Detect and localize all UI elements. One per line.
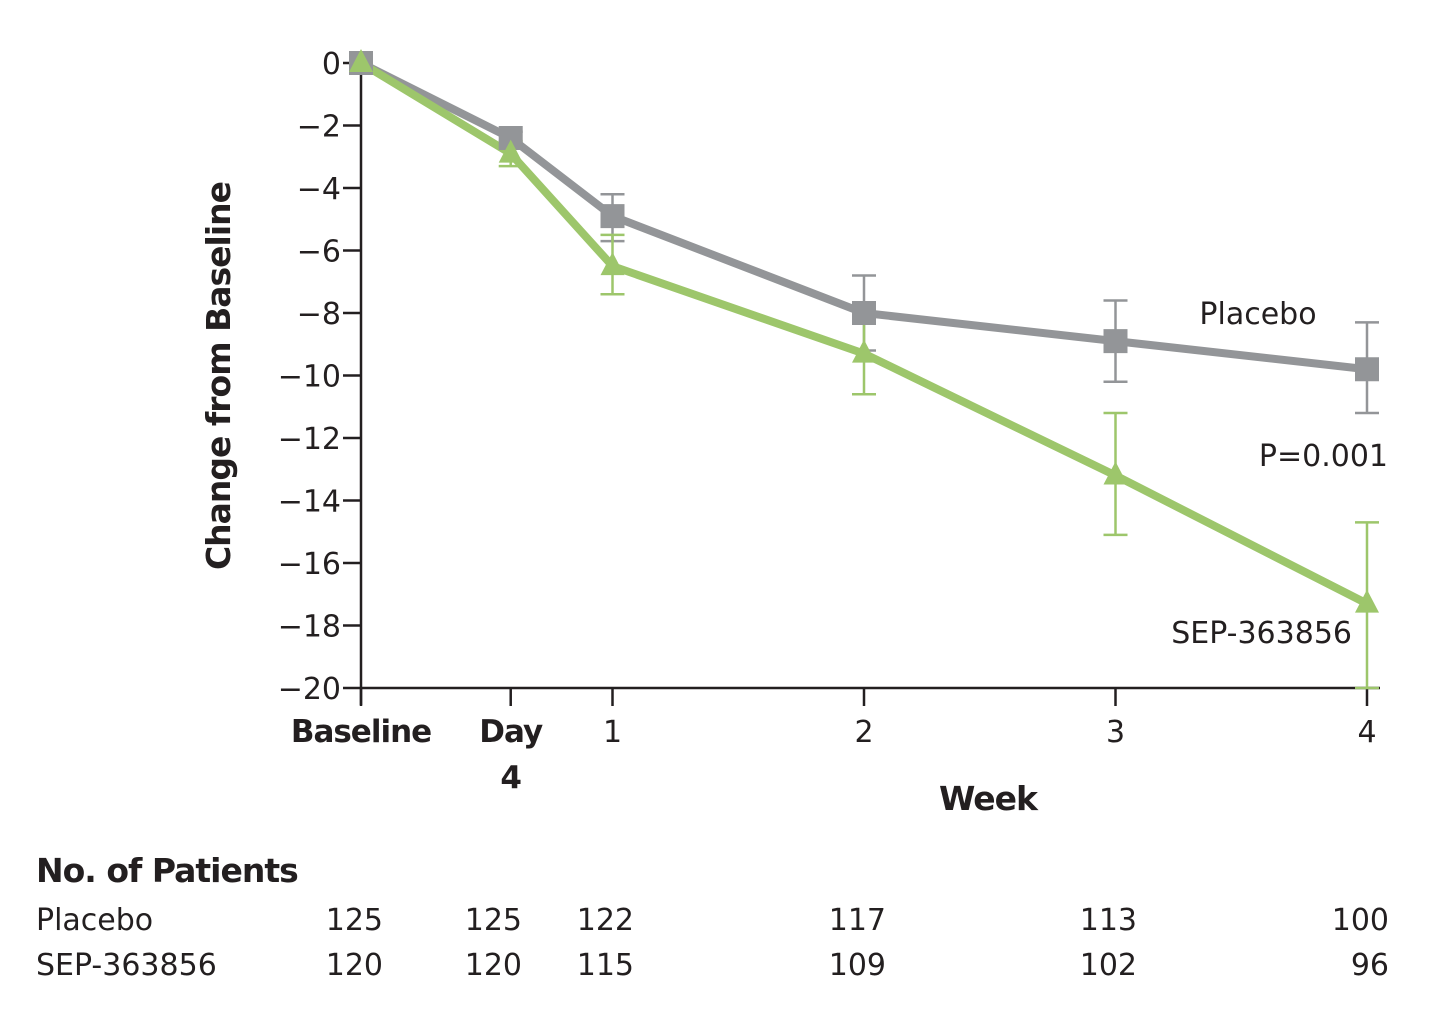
x-tick-label: 2: [854, 715, 873, 750]
p-value-label: P=0.001: [1259, 439, 1388, 474]
data-point-triangle: [1103, 461, 1128, 485]
patients-count: 115: [577, 948, 634, 983]
patients-table-title: No. of Patients: [36, 851, 298, 890]
y-tick-label: −14: [278, 485, 341, 520]
x-tick-label: Baseline: [291, 714, 431, 750]
patients-count: 109: [829, 948, 886, 983]
sep-363856-label: SEP-363856: [1171, 616, 1352, 651]
y-tick-label: −10: [278, 360, 341, 395]
patients-row: Placebo 125 125 122 117 113 100: [36, 903, 1389, 938]
series-markers-sep-363856: [349, 49, 1379, 613]
y-tick-label: −18: [278, 610, 341, 645]
patients-row: SEP-363856 120 120 115 109 102 96: [36, 948, 1389, 983]
x-axis: Baseline Day 4 1 2 3 4: [291, 686, 1380, 796]
data-point-triangle: [852, 339, 876, 363]
patients-count: 96: [1351, 948, 1389, 983]
y-axis-title: Change from Baseline: [199, 182, 238, 570]
series-markers-placebo: [349, 51, 1379, 382]
patients-count: 117: [829, 903, 886, 938]
patients-count: 113: [1080, 903, 1137, 938]
x-tick-label: 1: [603, 715, 622, 750]
patients-table: No. of Patients Placebo 125 125 122 117 113 10…: [36, 851, 1389, 983]
data-point-square: [1103, 329, 1128, 354]
data-point-square: [600, 204, 625, 229]
patients-row-label: Placebo: [36, 903, 153, 938]
data-point-square: [1355, 357, 1379, 382]
x-tick-label: Day: [479, 714, 543, 750]
patients-row-label: SEP-363856: [36, 948, 217, 983]
data-point-triangle: [1355, 589, 1379, 613]
patients-count: 102: [1080, 948, 1137, 983]
y-tick-label: 0: [322, 47, 341, 82]
y-tick-label: −16: [278, 547, 341, 582]
y-tick-label: −6: [297, 235, 341, 270]
patients-count: 120: [326, 948, 383, 983]
placebo-label: Placebo: [1199, 297, 1316, 332]
patients-count: 100: [1332, 903, 1389, 938]
data-point-triangle: [349, 49, 373, 72]
data-point-square: [852, 301, 876, 325]
y-tick-label: −12: [278, 422, 341, 457]
y-tick-label: −4: [297, 172, 341, 207]
y-tick-label: −20: [278, 672, 341, 707]
y-tick-label: −2: [297, 110, 341, 145]
x-tick-label: 3: [1106, 715, 1125, 750]
series-line-placebo: [359, 59, 1368, 374]
y-tick-label: −8: [297, 297, 341, 332]
data-point-triangle: [600, 252, 625, 276]
patients-count: 125: [465, 903, 522, 938]
patients-count: 125: [326, 903, 383, 938]
patients-count: 122: [577, 903, 634, 938]
data-point-triangle: [498, 139, 523, 163]
x-tick-label: 4: [1357, 715, 1376, 750]
y-axis: 0 −2 −4 −6 −8 −10 −12 −14 −16 −18 −20: [278, 47, 363, 707]
patients-count: 120: [465, 948, 522, 983]
x-tick-label-line2: 4: [500, 760, 521, 796]
series-line-sep-363856: [358, 59, 1369, 608]
x-axis-title: Week: [939, 779, 1039, 818]
series-layer: [349, 49, 1379, 690]
